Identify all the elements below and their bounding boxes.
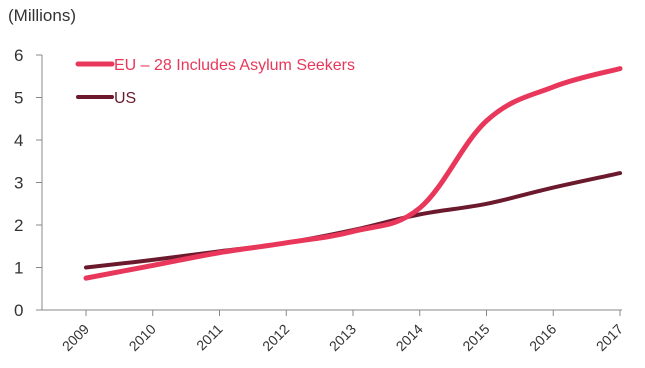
x-tick-label: 2013 [326, 321, 359, 354]
x-tick-label: 2010 [126, 321, 159, 354]
x-tick-label: 2011 [193, 321, 226, 354]
x-tick-label: 2016 [526, 321, 559, 354]
x-tick-label: 2015 [459, 321, 492, 354]
x-tick-label: 2014 [393, 321, 426, 354]
y-axis-unit-label: (Millions) [8, 6, 76, 25]
y-tick-label: 1 [14, 259, 23, 278]
legend-label-us: US [114, 90, 136, 107]
y-tick-label: 4 [14, 131, 23, 150]
y-tick-label: 3 [14, 174, 23, 193]
legend: EU – 28 Includes Asylum Seekers US [75, 57, 355, 107]
x-tick-label: 2017 [593, 321, 626, 354]
series-layer [83, 66, 623, 281]
x-tick-label: 2012 [259, 321, 292, 354]
y-tick-label: 0 [14, 301, 23, 320]
legend-label-eu-28: EU – 28 Includes Asylum Seekers [114, 57, 355, 74]
series-line-eu-28 [83, 66, 623, 281]
x-tick-label: 2009 [59, 321, 92, 354]
y-tick-label: 5 [14, 89, 23, 108]
y-tick-label: 6 [14, 46, 23, 65]
series-line-us [84, 171, 622, 270]
y-tick-label: 2 [14, 216, 23, 235]
